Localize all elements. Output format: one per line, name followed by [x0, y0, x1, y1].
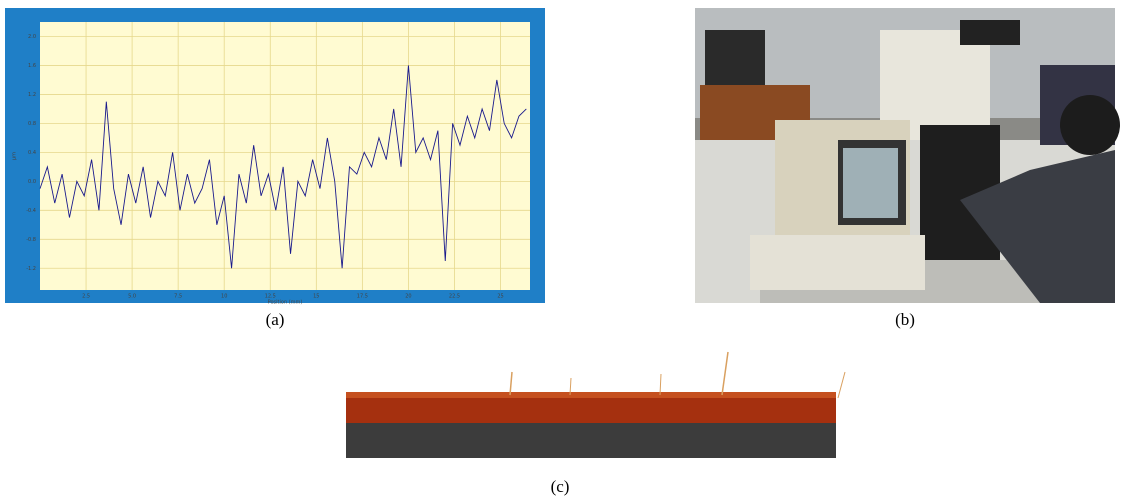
- y-tick-label: 2.0: [28, 34, 36, 40]
- x-tick-label: 15: [313, 294, 319, 300]
- x-tick-label: 17.5: [357, 294, 368, 300]
- x-tick-label: 2.5: [82, 294, 90, 300]
- caption: (c): [551, 477, 570, 496]
- y-tick-label: -0.8: [26, 237, 36, 243]
- y-tick-label: 1.2: [28, 92, 36, 98]
- y-tick-label: -0.4: [26, 208, 36, 214]
- y-axis-label: µm: [12, 152, 18, 160]
- chart: 2.0 1.6 1.2 0.8 0.4 0.0 -0.4 -0.8 -1.2 2.5 5.0 7.5 1…: [12, 22, 530, 306]
- y-tick-label: -1.2: [26, 266, 36, 272]
- y-tick-label: 0.4: [28, 150, 36, 156]
- x-tick-label: 25: [497, 294, 503, 300]
- data-line: [39, 65, 527, 269]
- plot-area: [40, 22, 530, 290]
- x-axis-label: Position (mm): [268, 300, 303, 306]
- caption: (b): [895, 310, 915, 329]
- photo: [695, 8, 1120, 303]
- y-tick-label: 0.8: [28, 121, 36, 127]
- surface-render: [346, 351, 846, 458]
- x-tick-label: 20: [405, 294, 411, 300]
- x-tick-label: 12.5: [265, 294, 276, 300]
- x-tick-label: 10: [221, 294, 227, 300]
- y-tick-label: 1.6: [28, 63, 36, 69]
- caption: (a): [266, 310, 285, 329]
- x-tick-label: 5.0: [128, 294, 136, 300]
- y-tick-label: 0.0: [28, 179, 36, 185]
- x-tick-label: 7.5: [174, 294, 182, 300]
- x-tick-label: 22.5: [449, 294, 460, 300]
